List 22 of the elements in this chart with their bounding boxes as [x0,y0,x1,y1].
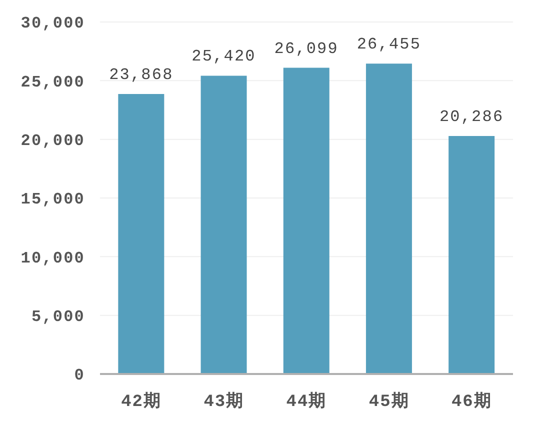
bar [200,76,247,374]
x-tick-label: 43期 [204,391,244,412]
y-tick-label: 0 [74,366,85,385]
data-label: 23,868 [109,66,174,84]
bar [448,136,495,374]
data-label: 20,286 [439,108,504,126]
data-label: 26,455 [356,36,422,54]
y-tick-label: 20,000 [20,132,85,150]
data-label: 26,099 [274,40,338,58]
x-tick-label: 42期 [121,391,162,412]
y-tick-label: 30,000 [20,14,85,33]
x-tick-label: 44期 [286,391,327,412]
data-label: 25,420 [192,48,256,66]
x-tick-label: 45期 [368,391,410,412]
x-tick-label: 46期 [451,391,492,412]
bar [366,64,412,374]
y-tick-label: 10,000 [20,249,85,268]
y-tick-label: 15,000 [20,190,85,209]
y-tick-label: 5,000 [31,308,85,326]
y-tick-label: 25,000 [20,73,85,92]
bar [283,68,330,374]
bar [118,94,164,374]
